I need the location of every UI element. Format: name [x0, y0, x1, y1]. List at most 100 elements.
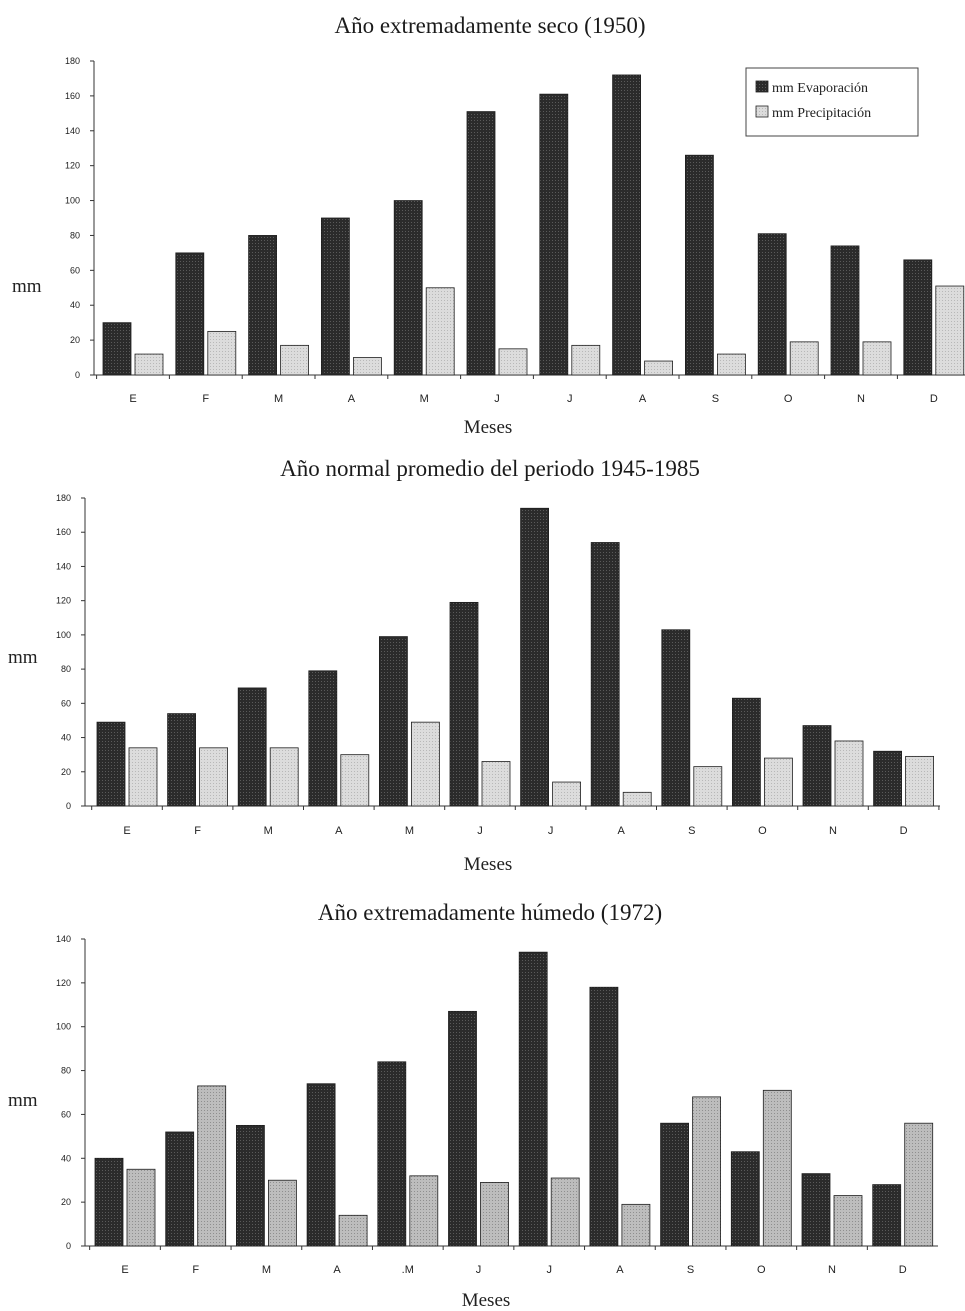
bar-evaporacion	[830, 245, 860, 376]
chart-title: Año extremadamente seco (1950)	[334, 13, 645, 38]
bar-evaporacion	[378, 636, 408, 807]
bar-precipitacion	[693, 766, 723, 807]
bar-evaporacion	[732, 697, 761, 807]
x-tick-label: F	[192, 1264, 199, 1276]
bar-evaporacion	[306, 1083, 336, 1247]
bar-precipitacion	[862, 341, 892, 376]
bar-evaporacion	[235, 1124, 265, 1247]
bar-precipitacion	[128, 747, 158, 807]
y-tick-label: 20	[70, 335, 80, 345]
bar-precipitacion	[352, 357, 382, 376]
bar-evaporacion	[590, 542, 620, 807]
bar-evaporacion	[801, 1173, 831, 1247]
chart-title: Año extremadamente húmedo (1972)	[318, 900, 662, 925]
bar-precipitacion	[134, 353, 164, 376]
plot-area: 0 20 40 60 80 100 120 140 E F M A .M J J A S O N D	[56, 934, 938, 1276]
y-tick-label: 40	[61, 733, 71, 743]
bar-precipitacion	[935, 285, 965, 376]
y-axis-label: mm	[8, 1090, 38, 1111]
x-tick-label: A	[616, 1264, 624, 1276]
legend-swatch-precipitacion	[755, 105, 769, 118]
x-tick-label: O	[757, 1264, 766, 1276]
y-tick-label: 160	[56, 527, 71, 537]
x-tick-label: O	[758, 825, 767, 837]
bar-precipitacion	[199, 747, 229, 807]
x-tick-label: D	[930, 393, 938, 405]
bar-precipitacion	[905, 755, 934, 807]
bar-precipitacion	[834, 740, 864, 807]
x-tick-label: A	[618, 825, 626, 837]
bar-precipitacion	[481, 761, 511, 807]
bar-precipitacion	[833, 1195, 863, 1247]
chart-dry-year: Año extremadamente seco (1950) mm Meses …	[12, 13, 965, 438]
y-tick-label: 60	[70, 265, 80, 275]
bar-precipitacion	[126, 1168, 156, 1247]
x-tick-label: N	[829, 825, 837, 837]
x-tick-label: J	[567, 393, 573, 405]
bar-evaporacion	[903, 259, 933, 376]
x-tick-label: J	[494, 393, 500, 405]
x-tick-label: A	[335, 825, 343, 837]
bar-evaporacion	[165, 1131, 195, 1247]
bar-evaporacion	[102, 322, 132, 376]
bar-precipitacion	[552, 781, 581, 807]
x-tick-label: M	[262, 1264, 271, 1276]
bar-evaporacion	[320, 217, 350, 376]
chart-normal-year: Año normal promedio del periodo 1945-198…	[8, 456, 940, 875]
bar-precipitacion	[207, 330, 237, 376]
y-tick-label: 120	[65, 161, 80, 171]
x-tick-label: N	[857, 393, 865, 405]
bar-evaporacion	[448, 1010, 477, 1247]
y-tick-label: 100	[56, 1022, 71, 1032]
bar-precipitacion	[480, 1182, 509, 1247]
bar-precipitacion	[425, 287, 455, 376]
bar-evaporacion	[308, 670, 338, 807]
bar-precipitacion	[762, 1089, 792, 1247]
y-tick-label: 140	[56, 561, 71, 571]
bar-precipitacion	[267, 1179, 297, 1247]
y-axis-label: mm	[12, 276, 42, 297]
bar-evaporacion	[802, 725, 832, 807]
legend-frame	[745, 67, 919, 137]
legend-label-precipitacion: mm Precipitación	[772, 106, 871, 121]
x-tick-label: M	[405, 825, 414, 837]
bar-evaporacion	[872, 1184, 902, 1247]
chart-title: Año normal promedio del periodo 1945-198…	[280, 456, 700, 481]
bar-precipitacion	[498, 348, 528, 376]
bar-evaporacion	[730, 1151, 760, 1247]
bar-evaporacion	[393, 200, 423, 376]
bar-evaporacion	[449, 601, 479, 807]
bar-evaporacion	[96, 721, 126, 807]
bar-precipitacion	[789, 341, 819, 376]
bar-evaporacion	[377, 1061, 407, 1247]
y-tick-label: 180	[56, 493, 71, 503]
x-tick-label: A	[639, 393, 647, 405]
bar-precipitacion	[717, 353, 746, 376]
bar-precipitacion	[764, 757, 793, 807]
x-tick-label: A	[333, 1264, 341, 1276]
x-tick-label: D	[900, 825, 908, 837]
x-tick-label: E	[129, 393, 136, 405]
y-tick-label: 120	[56, 596, 71, 606]
y-tick-label: 160	[65, 91, 80, 101]
y-tick-label: 120	[56, 978, 71, 988]
y-tick-label: 100	[56, 630, 71, 640]
bar-precipitacion	[692, 1096, 721, 1247]
y-tick-label: 40	[61, 1153, 71, 1163]
y-tick-label: 0	[66, 1241, 71, 1251]
bar-precipitacion	[644, 360, 673, 376]
y-tick-label: 100	[65, 196, 80, 206]
y-tick-label: 40	[70, 300, 80, 310]
x-tick-label: F	[194, 825, 201, 837]
bar-evaporacion	[589, 986, 619, 1247]
plot-area: 0 20 40 60 80 100 120 140 160 180 E F M A M J J A S O N D	[65, 56, 965, 405]
bar-precipitacion	[550, 1177, 580, 1247]
bar-evaporacion	[661, 629, 691, 807]
x-tick-label: J	[476, 1264, 482, 1276]
x-tick-label: N	[828, 1264, 836, 1276]
legend-label-evaporacion: mm Evaporación	[772, 81, 868, 96]
x-tick-label: M	[274, 393, 283, 405]
x-tick-label: S	[712, 393, 719, 405]
y-tick-label: 80	[61, 1066, 71, 1076]
